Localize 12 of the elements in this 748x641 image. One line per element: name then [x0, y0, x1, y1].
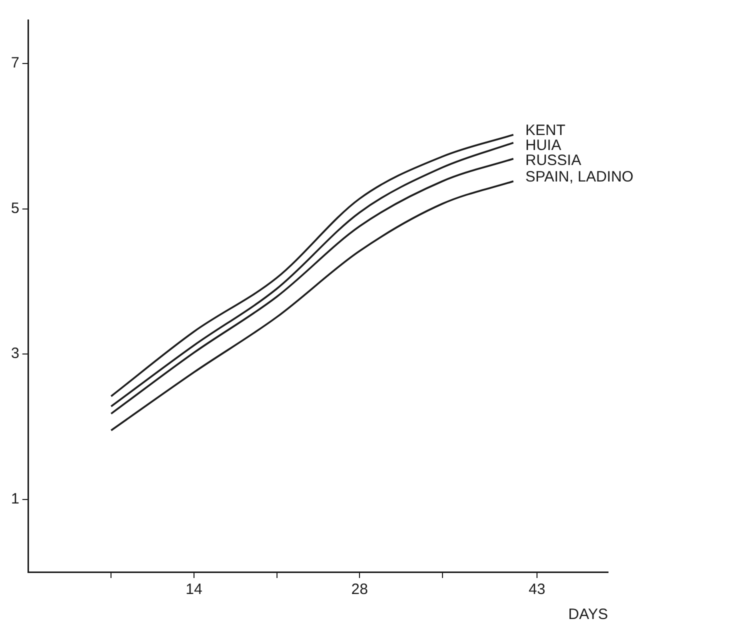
x-axis-title: DAYS	[568, 606, 608, 624]
x-tick-label: 28	[351, 581, 368, 598]
x-tick-label: 14	[186, 581, 202, 598]
series-label: RUSSIA	[525, 152, 582, 169]
series-label: HUIA	[525, 136, 562, 154]
series-label: KENT	[525, 122, 566, 139]
y-tick-label: 7	[11, 54, 20, 72]
y-tick-label: 5	[11, 200, 20, 217]
series-label: SPAIN, LADINO	[525, 168, 634, 186]
x-tick-label: 43	[528, 581, 546, 598]
y-tick-label: 1	[11, 490, 20, 508]
y-tick-label: 3	[11, 345, 20, 362]
